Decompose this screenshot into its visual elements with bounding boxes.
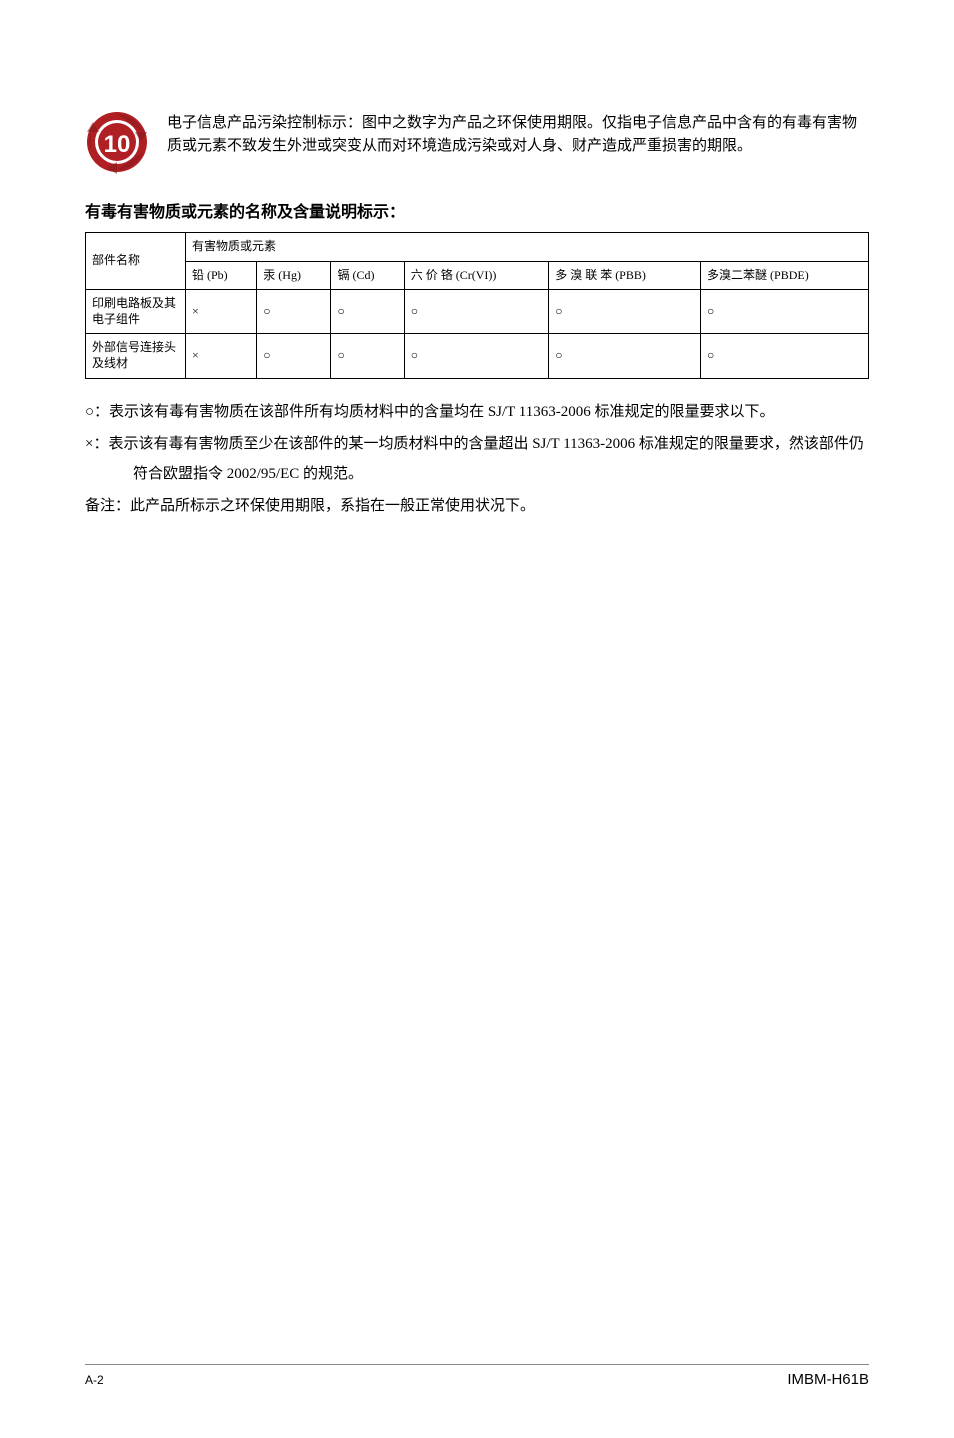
- table-cell: ○: [404, 334, 548, 378]
- table-cell: ×: [186, 290, 257, 334]
- table-cell: ○: [257, 334, 331, 378]
- table-col-header: 多溴二苯醚 (PBDE): [701, 261, 869, 290]
- table-row: 外部信号连接头及线材 × ○ ○ ○ ○ ○: [86, 334, 869, 378]
- hazard-substance-table: 部件名称 有害物质或元素 铅 (Pb) 汞 (Hg) 镉 (Cd) 六 价 铬 …: [85, 232, 869, 379]
- page-footer: A-2 IMBM-H61B: [85, 1364, 869, 1388]
- eco-logo: 10: [85, 110, 149, 174]
- note-line: ×：表示该有毒有害物质至少在该部件的某一均质材料中的含量超出 SJ/T 1136…: [85, 429, 869, 489]
- table-cell: ○: [257, 290, 331, 334]
- table-group-header: 有害物质或元素: [186, 233, 869, 262]
- table-col-header: 铅 (Pb): [186, 261, 257, 290]
- table-cell: ○: [331, 290, 404, 334]
- table-col-header: 镉 (Cd): [331, 261, 404, 290]
- table-col-header: 多 溴 联 苯 (PBB): [549, 261, 701, 290]
- table-cell: ○: [549, 334, 701, 378]
- table-row: 印刷电路板及其电子组件 × ○ ○ ○ ○ ○: [86, 290, 869, 334]
- model-name: IMBM-H61B: [787, 1371, 869, 1388]
- intro-paragraph: 电子信息产品污染控制标示：图中之数字为产品之环保使用期限。仅指电子信息产品中含有…: [167, 110, 869, 157]
- table-col-header: 汞 (Hg): [257, 261, 331, 290]
- note-line: 备注：此产品所标示之环保使用期限，系指在一般正常使用状况下。: [85, 491, 869, 521]
- notes-section: ○：表示该有毒有害物质在该部件所有均质材料中的含量均在 SJ/T 11363-2…: [85, 397, 869, 521]
- table-row-label: 印刷电路板及其电子组件: [86, 290, 186, 334]
- table-cell: ○: [404, 290, 548, 334]
- table-cell: ○: [701, 334, 869, 378]
- note-line: ○：表示该有毒有害物质在该部件所有均质材料中的含量均在 SJ/T 11363-2…: [85, 397, 869, 427]
- section-heading: 有毒有害物质或元素的名称及含量说明标示：: [85, 198, 869, 222]
- page-number: A-2: [85, 1373, 104, 1387]
- table-cell: ×: [186, 334, 257, 378]
- logo-number: 10: [104, 131, 131, 158]
- table-col-header: 六 价 铬 (Cr(VI)): [404, 261, 548, 290]
- table-row-label: 外部信号连接头及线材: [86, 334, 186, 378]
- table-corner-label: 部件名称: [86, 233, 186, 290]
- table-cell: ○: [701, 290, 869, 334]
- table-cell: ○: [331, 334, 404, 378]
- table-cell: ○: [549, 290, 701, 334]
